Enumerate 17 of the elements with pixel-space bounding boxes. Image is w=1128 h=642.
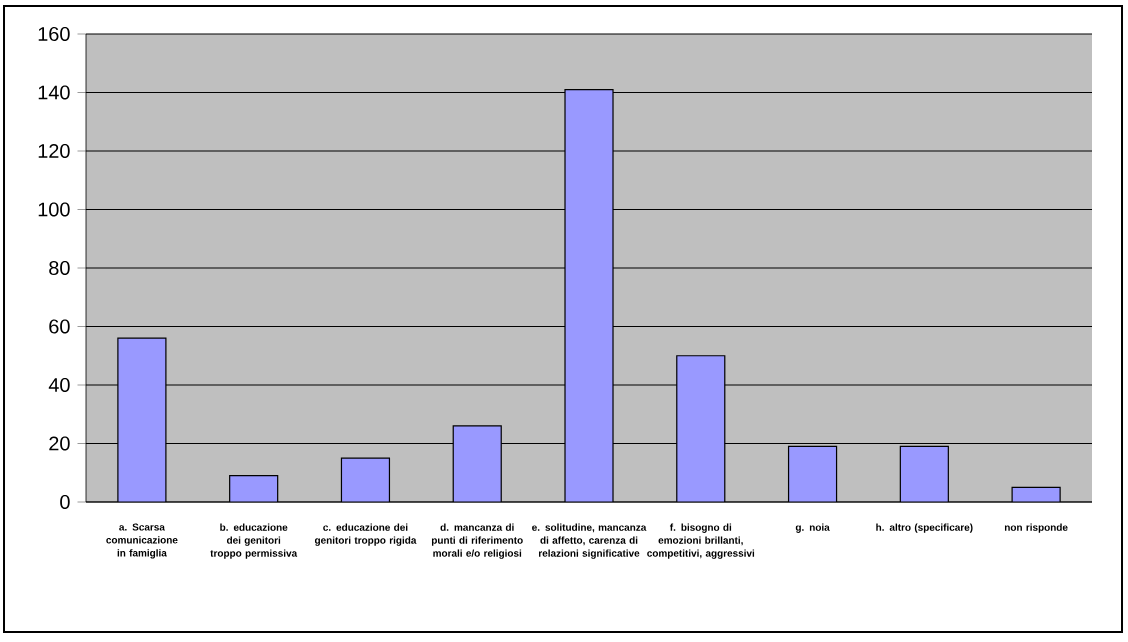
bar xyxy=(787,445,838,502)
y-tick-label: 40 xyxy=(48,377,70,393)
bar xyxy=(452,425,502,502)
y-tick-label: 100 xyxy=(38,202,70,217)
y-tick-label: 120 xyxy=(38,143,70,159)
bar xyxy=(899,445,949,502)
y-tick-label: 20 xyxy=(49,436,70,451)
bar xyxy=(676,355,726,502)
y-tick-label: 0 xyxy=(60,494,70,510)
bar xyxy=(340,457,391,502)
bar xyxy=(117,337,167,502)
bar xyxy=(564,88,614,502)
y-tick-label: 80 xyxy=(49,260,70,276)
y-tick-label: 140 xyxy=(38,85,70,100)
bar xyxy=(229,475,278,502)
y-tick-label: 160 xyxy=(38,26,70,42)
y-tick-label: 60 xyxy=(49,319,70,334)
